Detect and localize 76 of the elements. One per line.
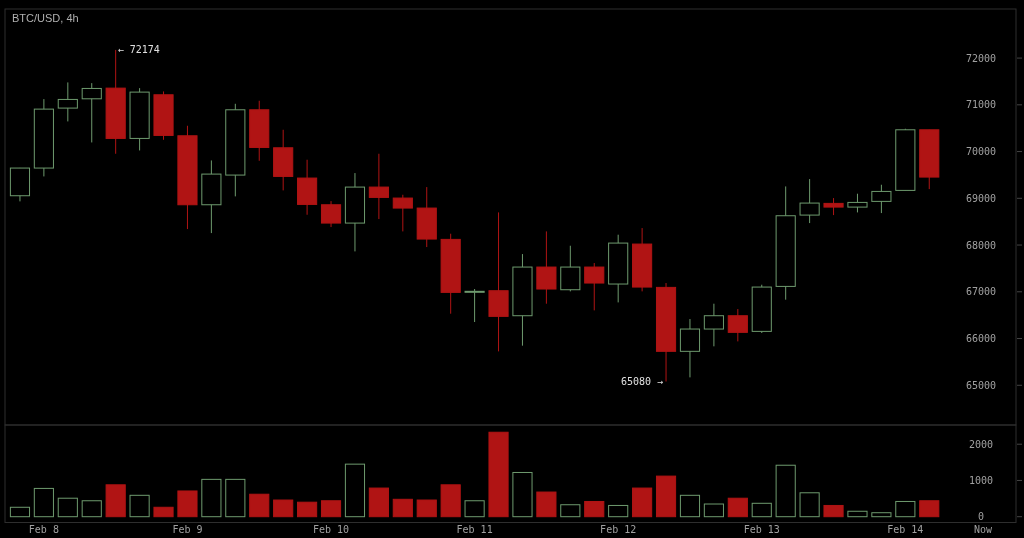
y-tick-label: 72000 xyxy=(965,52,997,64)
bar xyxy=(416,499,437,518)
candlestick xyxy=(871,184,892,214)
bar xyxy=(9,506,31,518)
bar xyxy=(895,500,916,518)
bar xyxy=(560,504,581,518)
bar xyxy=(33,487,54,518)
x-tick-label: Feb 11 xyxy=(456,524,493,535)
bar xyxy=(225,478,246,518)
bar xyxy=(368,487,389,518)
chart-title: BTC/USD, 4h xyxy=(12,12,79,24)
annotation: ← 72174 xyxy=(117,44,160,56)
bar xyxy=(847,510,868,518)
bar xyxy=(775,464,796,518)
y-tick-label: 69000 xyxy=(965,192,997,204)
candlestick xyxy=(727,308,748,342)
x-tick-label: Feb 9 xyxy=(172,524,203,535)
candlestick xyxy=(392,194,413,232)
x-tick-label: Feb 12 xyxy=(600,524,637,535)
bar xyxy=(632,487,653,518)
candlestick xyxy=(847,193,868,213)
bar xyxy=(919,500,940,518)
x-tick-label: Now xyxy=(974,524,994,535)
bar xyxy=(177,490,198,518)
bar xyxy=(823,504,844,518)
bar xyxy=(81,500,102,518)
bar xyxy=(57,497,78,518)
y-tick-label: 65000 xyxy=(965,379,997,391)
candlestick xyxy=(799,178,820,224)
bar xyxy=(297,501,318,518)
y-tick-label: 1000 xyxy=(968,474,994,486)
bar xyxy=(584,500,605,518)
bar xyxy=(608,504,629,518)
bar xyxy=(799,492,820,518)
candlestick xyxy=(560,245,581,292)
bar xyxy=(679,494,701,518)
bar xyxy=(344,463,366,518)
bar xyxy=(320,500,342,518)
candlestick xyxy=(57,81,78,122)
x-tick-label: Feb 10 xyxy=(312,524,350,535)
bar xyxy=(464,500,485,518)
y-tick-label: 71000 xyxy=(965,99,997,111)
x-tick-label: Feb 8 xyxy=(28,524,59,535)
bar xyxy=(703,503,724,518)
y-tick-label: 0 xyxy=(977,511,985,523)
bar xyxy=(273,499,294,518)
bar xyxy=(871,512,892,518)
bar xyxy=(153,506,174,518)
bar xyxy=(727,497,748,518)
bar xyxy=(512,471,533,518)
bar xyxy=(440,484,461,518)
bar xyxy=(655,475,677,518)
candlestick xyxy=(81,82,102,143)
candlestick xyxy=(703,303,724,347)
bar xyxy=(129,494,150,518)
candlestick xyxy=(368,153,389,220)
bar xyxy=(536,491,557,518)
y-tick-label: 66000 xyxy=(965,333,997,345)
x-tick-label: Feb 13 xyxy=(743,524,780,535)
y-tick-label: 68000 xyxy=(965,239,997,251)
candlestick xyxy=(584,262,605,311)
candlestick xyxy=(679,318,701,378)
candlestick xyxy=(320,200,342,228)
x-tick-label: Feb 14 xyxy=(887,524,924,535)
y-tick-label: 70000 xyxy=(965,146,997,158)
candlestick xyxy=(536,230,557,305)
bar xyxy=(392,498,413,518)
bar xyxy=(751,502,772,518)
bar xyxy=(249,493,270,518)
y-tick-label: 2000 xyxy=(968,438,994,450)
y-tick-label: 67000 xyxy=(965,286,997,298)
annotation: 65080 → xyxy=(620,376,664,388)
bar xyxy=(201,478,222,518)
bar xyxy=(488,431,509,518)
bar xyxy=(105,484,126,518)
candlestick xyxy=(464,288,485,323)
